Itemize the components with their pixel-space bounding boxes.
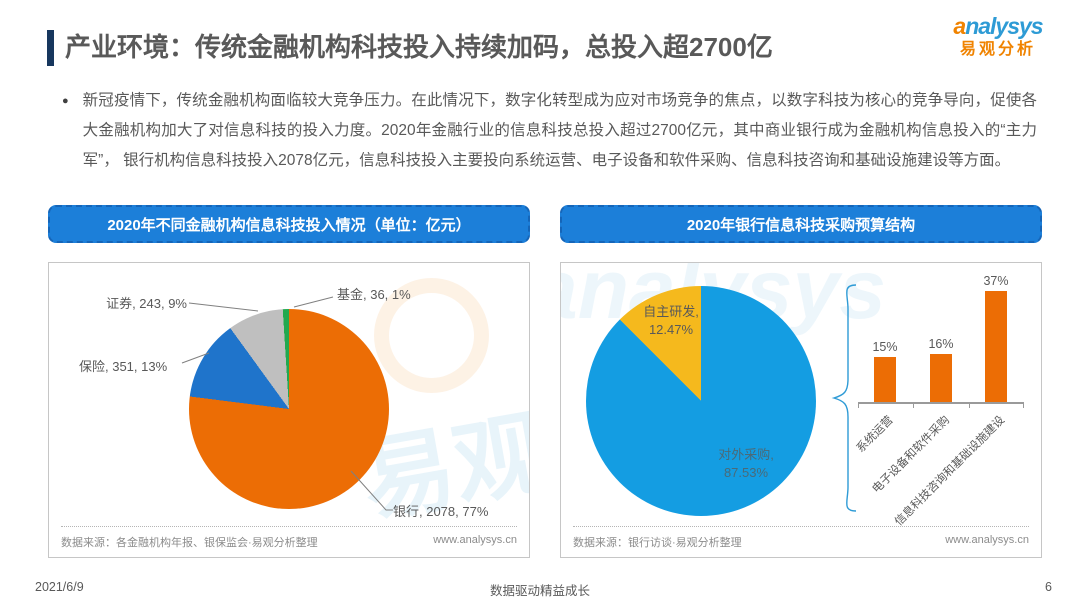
pie-label-inhouse: 自主研发, 12.47% — [616, 303, 726, 339]
right-chart-section: 2020年银行信息科技采购预算结构 analysys 自主研发, 12.47% … — [560, 205, 1042, 558]
right-chart-panel: analysys 自主研发, 12.47% 对外采购, 87.53% — [560, 262, 1042, 558]
bar-value-label: 37% — [983, 274, 1009, 288]
bar-value-label: 16% — [928, 337, 954, 351]
page-title: 产业环境：传统金融机构科技投入持续加码，总投入超2700亿 — [65, 32, 773, 62]
bar-fill — [874, 357, 896, 402]
pie-label-insurance: 保险, 351, 13% — [79, 359, 168, 374]
title-accent-bar — [47, 30, 54, 66]
brace-connector — [831, 284, 857, 512]
bar-consulting-infra: 37% — [983, 274, 1009, 402]
bar-category-label: 系统运营 — [854, 414, 896, 456]
bar-system-ops: 15% — [872, 340, 898, 402]
logo-text-cn: 易观分析 — [959, 41, 1036, 59]
bar-chart-budget-items: 15% 16% 37% 系统运营 电子设备和软件采购 信息科技咨询和基础设施建设 — [855, 274, 1024, 528]
pie-label-banks: 银行, 2078, 77% — [393, 504, 489, 519]
outsourced-label-line2: 87.53% — [723, 465, 769, 480]
header: 产业环境：传统金融机构科技投入持续加码，总投入超2700亿 — [47, 28, 773, 66]
right-website-link[interactable]: www.analysys.cn — [945, 534, 1029, 546]
bar-fill — [930, 354, 952, 402]
left-data-source: 数据来源：各金融机构年报、银保监会·易观分析整理 — [61, 537, 318, 549]
right-source-row: 数据来源：银行访谈·易观分析整理 www.analysys.cn — [573, 526, 1029, 550]
pie-chart-institutions — [189, 309, 389, 509]
footer-date: 2021/6/9 — [35, 580, 84, 594]
bullet-icon: ● — [62, 95, 69, 107]
bar-category-label: 信息科技咨询和基础设施建设 — [892, 414, 1007, 529]
logo-swirl-icon: a — [953, 13, 966, 39]
logo-text-en: nalysys — [965, 13, 1043, 39]
right-chart-title-banner: 2020年银行信息科技采购预算结构 — [560, 205, 1042, 243]
logo-wordmark: analysys — [934, 13, 1062, 39]
intro-block: ● 新冠疫情下，传统金融机构面临较大竞争压力。在此情况下，数字化转型成为应对市场… — [62, 86, 1037, 176]
bar-hardware-software: 16% — [928, 337, 954, 402]
bar-value-label: 15% — [872, 340, 898, 354]
analysys-logo: analysys 易观分析 — [934, 13, 1062, 59]
left-source-row: 数据来源：各金融机构年报、银保监会·易观分析整理 www.analysys.cn — [61, 526, 517, 550]
pie-label-outsourced: 对外采购, 87.53% — [686, 446, 806, 482]
left-chart-section: 2020年不同金融机构信息科技投入情况（单位：亿元） 易观 证券, 243, 9… — [48, 205, 530, 558]
inhouse-label-line2: 12.47% — [648, 322, 694, 337]
left-chart-panel: 易观 证券, 243, 9% 基金, 36, 1% 保险, 351, 13% 银… — [48, 262, 530, 558]
outsourced-label-line1: 对外采购, — [718, 447, 774, 462]
right-data-source: 数据来源：银行访谈·易观分析整理 — [573, 537, 742, 549]
footer: 2021/6/9 数据驱动精益成长 6 — [0, 580, 1080, 600]
charts-row: 2020年不同金融机构信息科技投入情况（单位：亿元） 易观 证券, 243, 9… — [48, 205, 1042, 558]
pie-chart-budget — [586, 286, 816, 516]
intro-text: 新冠疫情下，传统金融机构面临较大竞争压力。在此情况下，数字化转型成为应对市场竞争… — [82, 92, 1037, 169]
left-website-link[interactable]: www.analysys.cn — [433, 534, 517, 546]
pie-label-funds: 基金, 36, 1% — [337, 287, 411, 302]
footer-page-number: 6 — [1045, 580, 1052, 594]
pie-label-securities: 证券, 243, 9% — [106, 296, 187, 311]
footer-slogan: 数据驱动精益成长 — [489, 584, 590, 598]
bar-fill — [985, 291, 1007, 402]
inhouse-label-line1: 自主研发, — [643, 304, 699, 319]
left-chart-title-banner: 2020年不同金融机构信息科技投入情况（单位：亿元） — [48, 205, 530, 243]
